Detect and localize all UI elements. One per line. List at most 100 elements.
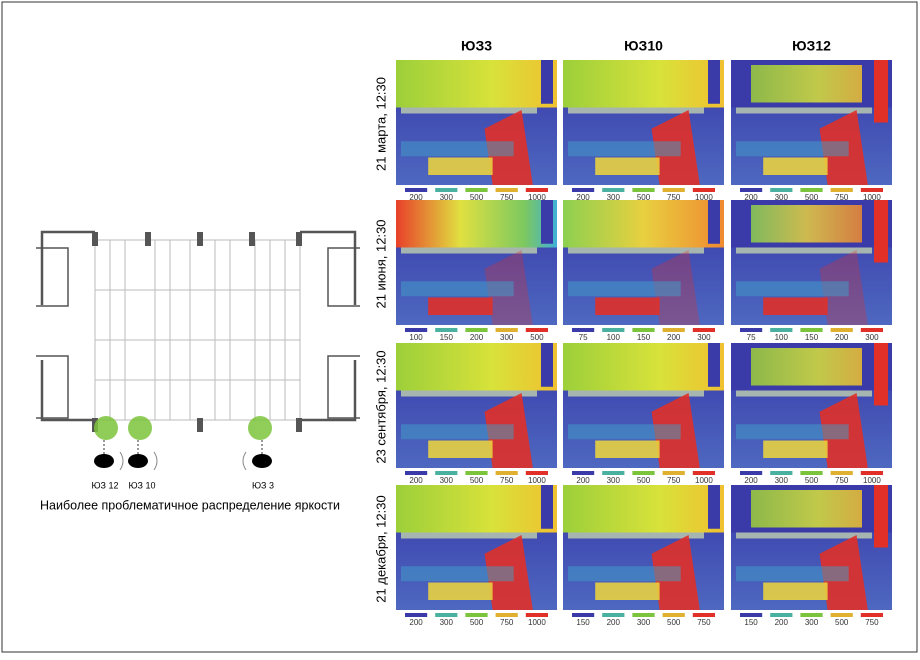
column-header: ЮЗ12 (792, 38, 831, 54)
image-patch (541, 200, 553, 244)
scale-segment (770, 328, 792, 332)
image-upper (396, 60, 557, 108)
scale-segment (800, 471, 822, 475)
image-patch (736, 141, 849, 156)
image-patch (428, 441, 492, 459)
scale-label: 1000 (695, 476, 713, 485)
scale-label: 500 (470, 476, 484, 485)
scale-segment (602, 328, 624, 332)
scale-label: 150 (637, 333, 651, 342)
scale-label: 100 (409, 333, 423, 342)
scale-label: 1000 (528, 476, 546, 485)
scale-label: 300 (775, 476, 789, 485)
image-upper (396, 485, 557, 533)
image-patch (763, 583, 827, 601)
scale-segment (465, 188, 487, 192)
scale-segment (831, 613, 853, 617)
image-patch (541, 60, 553, 104)
scale-segment (693, 613, 715, 617)
scale-segment (496, 188, 518, 192)
scale-label: 200 (409, 618, 423, 627)
image-upper (396, 200, 557, 248)
row-label: 21 декабря, 12:30 (373, 495, 388, 602)
scale-label: 750 (667, 476, 681, 485)
scale-label: 500 (470, 618, 484, 627)
scale-label: 300 (637, 618, 651, 627)
image-patch (568, 281, 681, 296)
image-patch (874, 485, 888, 548)
scale-segment (602, 613, 624, 617)
scale-segment (632, 188, 654, 192)
scale-label: 300 (805, 618, 819, 627)
scale-segment (496, 471, 518, 475)
camera-label: ЮЗ 3 (252, 480, 274, 490)
scale-label: 750 (865, 618, 879, 627)
scale-label: 200 (835, 333, 849, 342)
scale-segment (405, 613, 427, 617)
scale-segment (861, 188, 883, 192)
scale-label: 300 (440, 476, 454, 485)
floor-plan (36, 232, 360, 470)
scale-segment (632, 613, 654, 617)
image-upper (563, 200, 724, 248)
scale-label: 300 (865, 333, 879, 342)
scale-label: 300 (697, 333, 711, 342)
image-patch (708, 343, 720, 387)
image-patch (708, 200, 720, 244)
image-patch (874, 60, 888, 123)
scale-segment (465, 613, 487, 617)
scale-label: 1000 (863, 476, 881, 485)
image-patch (595, 158, 659, 176)
scale-segment (861, 328, 883, 332)
scale-segment (831, 471, 853, 475)
scale-segment (770, 471, 792, 475)
scale-label: 200 (775, 618, 789, 627)
scale-label: 200 (744, 476, 758, 485)
scale-label: 500 (530, 333, 544, 342)
scale-segment (770, 613, 792, 617)
scale-segment (861, 471, 883, 475)
scale-segment (405, 471, 427, 475)
scale-segment (831, 188, 853, 192)
scale-segment (496, 328, 518, 332)
scale-segment (572, 471, 594, 475)
image-patch (568, 566, 681, 581)
scale-segment (693, 188, 715, 192)
image-patch (751, 65, 862, 103)
scale-segment (526, 613, 548, 617)
scale-label: 150 (805, 333, 819, 342)
image-upper (563, 485, 724, 533)
image-patch (401, 424, 514, 439)
scale-label: 750 (500, 618, 514, 627)
figure: ЮЗ 12 ЮЗ 10 ЮЗ 3 Наиболее проблематичное… (0, 0, 920, 655)
image-patch (708, 485, 720, 529)
scale-label: 1000 (528, 618, 546, 627)
scale-label: 200 (409, 476, 423, 485)
scale-segment (526, 188, 548, 192)
scale-segment (496, 613, 518, 617)
image-patch (751, 490, 862, 528)
scale-segment (435, 188, 457, 192)
scale-segment (602, 188, 624, 192)
image-patch (568, 424, 681, 439)
row-label: 21 июня, 12:30 (373, 219, 388, 308)
scale-segment (526, 328, 548, 332)
image-patch (751, 205, 862, 243)
image-patch (401, 141, 514, 156)
scale-label: 750 (697, 618, 711, 627)
image-patch (736, 281, 849, 296)
image-patch (595, 298, 659, 316)
scale-segment (405, 328, 427, 332)
scale-segment (740, 613, 762, 617)
image-patch (736, 424, 849, 439)
scale-segment (465, 328, 487, 332)
scale-label: 75 (747, 333, 756, 342)
scale-segment (526, 471, 548, 475)
row-label: 21 марта, 12:30 (373, 77, 388, 171)
scale-segment (663, 328, 685, 332)
scale-label: 300 (607, 476, 621, 485)
scale-label: 200 (667, 333, 681, 342)
image-patch (763, 441, 827, 459)
scale-segment (831, 328, 853, 332)
image-upper (563, 60, 724, 108)
